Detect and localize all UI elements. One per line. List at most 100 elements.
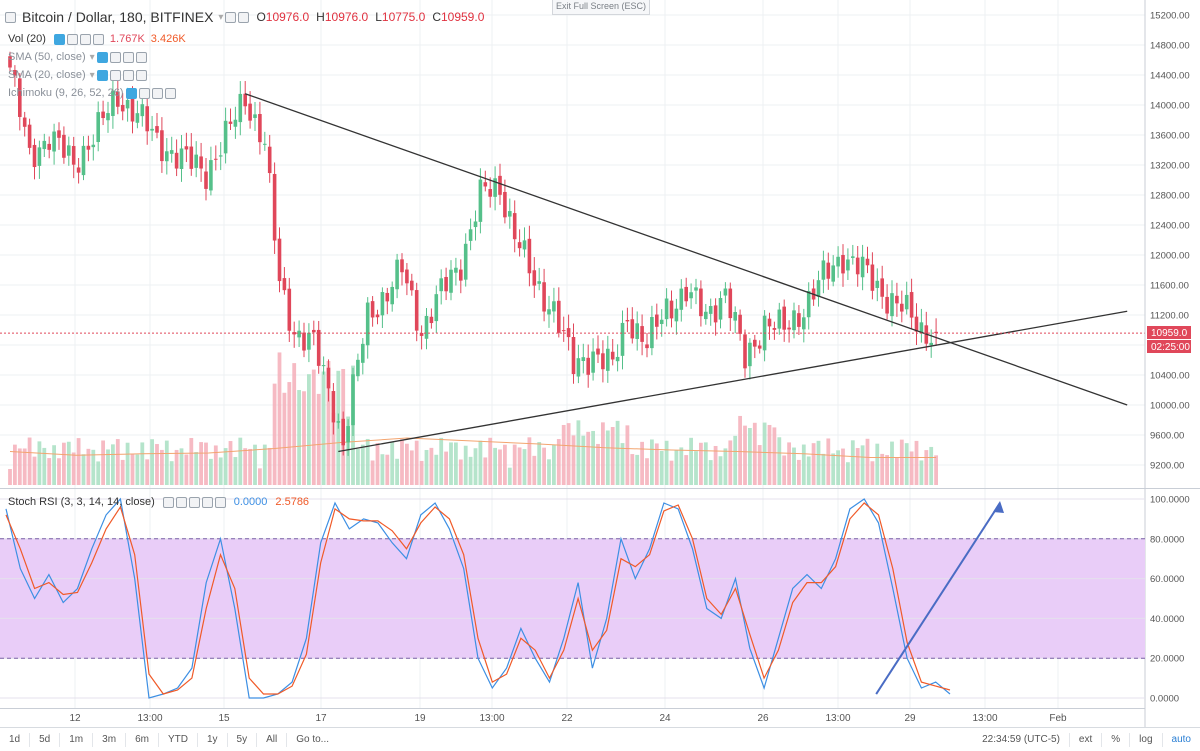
volume-bar (689, 437, 693, 485)
candle-body (640, 326, 644, 342)
time-tick-label: 19 (414, 713, 426, 724)
plus-icon[interactable] (122, 51, 134, 63)
candle-body (645, 344, 649, 349)
chevron-down-icon[interactable]: ▾ (89, 69, 95, 81)
stoch-rsi-legend[interactable]: Stoch RSI (3, 3, 14, 14, close) 0.0000 2… (8, 493, 309, 511)
ichimoku-legend[interactable]: Ichimoku (9, 26, 52, 26) (8, 84, 176, 102)
candle (62, 126, 66, 164)
candle (635, 311, 639, 351)
symbol-title[interactable]: Bitcoin / Dollar, 180, BITFINEX (22, 9, 214, 25)
plus-icon[interactable] (188, 496, 200, 508)
candle-body (91, 144, 96, 148)
time-axis: 12 13:00 15 17 19 13:00 22 24 26 13:00 29 13:00 Feb (69, 713, 1067, 724)
timeframe-button[interactable]: 1d (0, 732, 31, 747)
vol-legend[interactable]: Vol (20) 1.767K 3.426K (8, 30, 186, 48)
plus-icon[interactable] (122, 69, 134, 81)
descending-trendline[interactable] (244, 93, 1128, 406)
sma20-legend[interactable]: SMA (20, close) ▾ (8, 66, 147, 84)
stoch-rsi-label[interactable]: Stoch RSI (3, 3, 14, 14, close) (8, 496, 155, 508)
timeframe-button[interactable]: 6m (126, 732, 159, 747)
candle (150, 115, 154, 142)
current-price-tag: 10959.0 02:25:00 (1147, 326, 1191, 353)
settings-icon[interactable] (138, 87, 150, 99)
eye-icon[interactable] (53, 33, 65, 45)
timeframe-button[interactable]: 5d (30, 732, 61, 747)
eye-icon[interactable] (96, 51, 108, 63)
candle-body (194, 154, 198, 168)
plus-icon[interactable] (151, 87, 163, 99)
high-value: 10976.0 (324, 10, 369, 24)
arrow-annotation[interactable] (875, 502, 1001, 695)
candle-body (527, 238, 532, 274)
sma50-legend[interactable]: SMA (50, close) ▾ (8, 48, 147, 66)
settings-icon[interactable] (66, 33, 78, 45)
auto-toggle[interactable]: auto (1161, 732, 1200, 747)
candle-body (365, 302, 370, 346)
candle-body (52, 131, 56, 152)
eye-icon[interactable] (162, 496, 174, 508)
volume-bar (96, 461, 101, 485)
chevron-down-icon[interactable]: ▾ (89, 51, 95, 63)
settings-icon[interactable] (109, 51, 121, 63)
timeframe-button[interactable]: 1y (198, 732, 228, 747)
percent-toggle[interactable]: % (1101, 732, 1129, 747)
volume-bar (101, 440, 105, 485)
candle (209, 146, 213, 196)
candle-body (468, 229, 473, 241)
clock[interactable]: 22:34:59 (UTC-5) (982, 733, 1060, 745)
candle-body (493, 178, 497, 197)
ext-toggle[interactable]: ext (1068, 732, 1101, 747)
chevron-down-icon[interactable]: ▾ (218, 11, 224, 23)
timeframe-button[interactable]: 1m (60, 732, 94, 747)
candle-body (635, 323, 639, 339)
sma50-label[interactable]: SMA (50, close) (8, 51, 86, 63)
eye-icon[interactable] (125, 87, 137, 99)
candle (228, 108, 233, 130)
log-toggle[interactable]: log (1129, 732, 1161, 747)
ascending-trendline[interactable] (338, 310, 1128, 453)
close-icon[interactable] (135, 51, 147, 63)
settings-icon[interactable] (109, 69, 121, 81)
volume-bar (782, 455, 787, 485)
close-icon[interactable] (135, 69, 147, 81)
timeframe-button[interactable]: 3m (93, 732, 127, 747)
timeframe-button[interactable]: 5y (228, 732, 258, 747)
candle (169, 136, 174, 163)
candle-body (37, 147, 42, 166)
sma20-label[interactable]: SMA (20, close) (8, 69, 86, 81)
collapse-icon[interactable] (5, 11, 16, 23)
volume-bar (929, 446, 934, 485)
eye-icon[interactable] (96, 69, 108, 81)
settings-icon[interactable] (225, 11, 237, 23)
close-value: 10959.0 (440, 10, 485, 24)
candle-body (189, 146, 194, 169)
timeframe-button[interactable]: All (257, 732, 288, 747)
candle (439, 269, 443, 305)
plus-icon[interactable] (79, 33, 91, 45)
price-axis-panel[interactable] (1145, 0, 1200, 488)
volume-bar (444, 451, 448, 485)
volume-bar (311, 369, 316, 485)
candle-body (204, 171, 208, 189)
candle (581, 343, 586, 374)
goto-button[interactable]: Go to... (296, 733, 330, 745)
candle-body (282, 278, 287, 291)
format-icon[interactable] (238, 11, 250, 23)
close-icon[interactable] (92, 33, 104, 45)
trendlines[interactable] (244, 93, 1128, 453)
candle (223, 107, 228, 164)
exit-fullscreen-button[interactable]: Exit Full Screen (ESC) (552, 0, 650, 15)
volume-bar (160, 449, 164, 485)
ichimoku-label[interactable]: Ichimoku (9, 26, 52, 26) (8, 87, 124, 99)
vol-label[interactable]: Vol (20) (8, 33, 46, 45)
volume-bar (934, 455, 938, 485)
volume-bar (194, 452, 199, 485)
settings-icon[interactable] (175, 496, 187, 508)
timeframe-button[interactable]: YTD (159, 732, 198, 747)
volume-bar (218, 457, 223, 485)
close-icon[interactable] (201, 496, 213, 508)
close-icon[interactable] (164, 87, 176, 99)
close-icon[interactable] (214, 496, 226, 508)
volume-bar (566, 423, 571, 485)
